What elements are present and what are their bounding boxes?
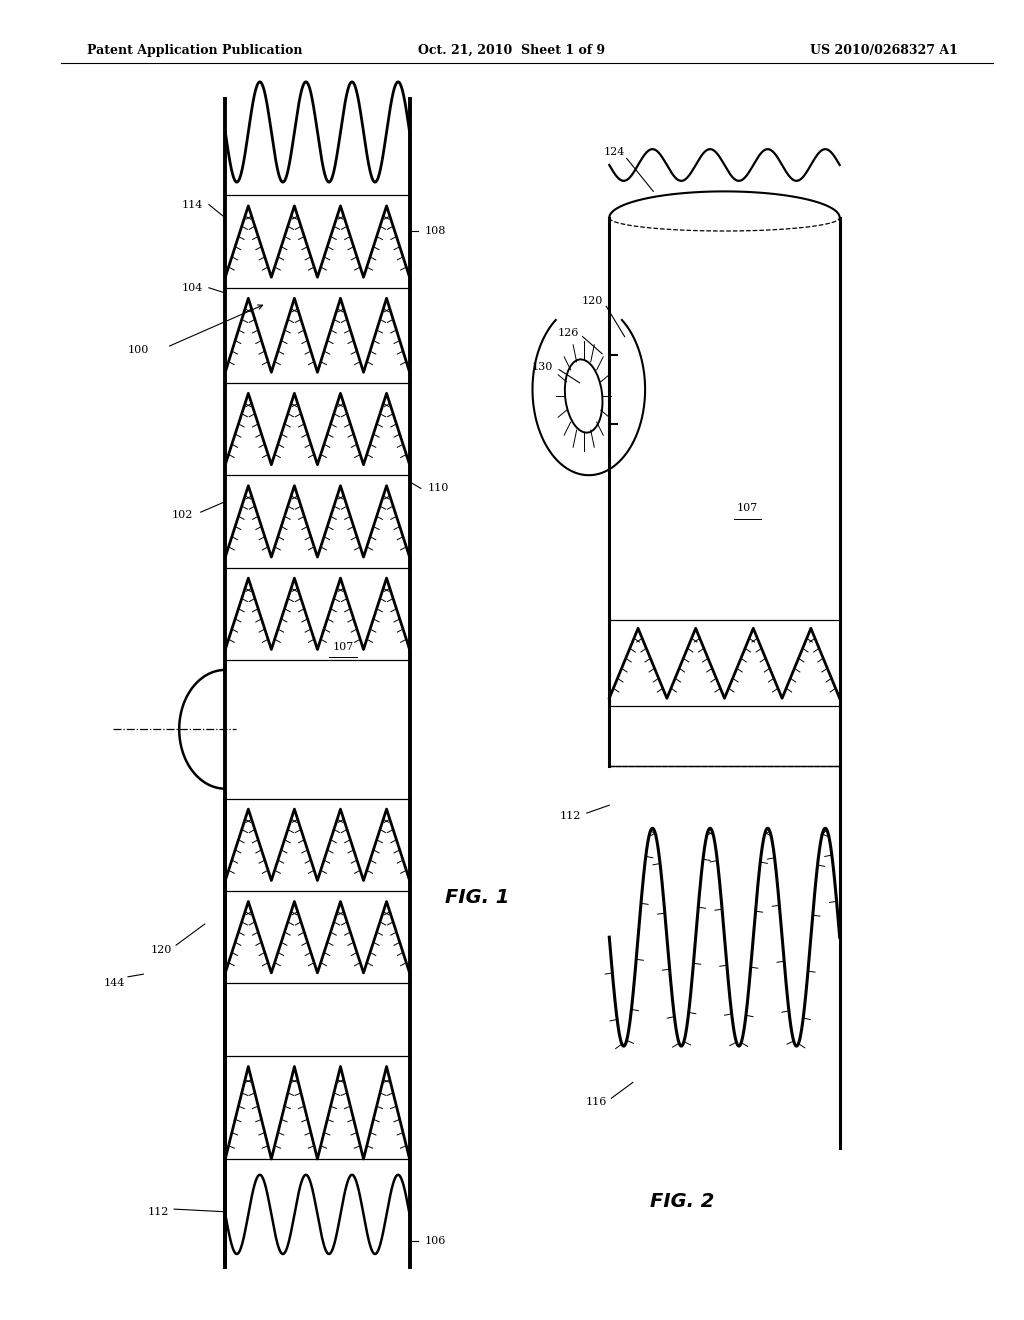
Text: US 2010/0268327 A1: US 2010/0268327 A1 <box>810 44 957 57</box>
Text: 106: 106 <box>425 1236 445 1246</box>
Text: 107: 107 <box>333 642 353 652</box>
Text: Oct. 21, 2010  Sheet 1 of 9: Oct. 21, 2010 Sheet 1 of 9 <box>419 44 605 57</box>
Text: FIG. 2: FIG. 2 <box>650 1192 715 1210</box>
Text: 100: 100 <box>128 345 148 355</box>
Text: 126: 126 <box>558 327 579 338</box>
Text: 114: 114 <box>182 199 203 210</box>
Text: 124: 124 <box>604 147 625 157</box>
Text: 116: 116 <box>586 1097 606 1107</box>
Text: 112: 112 <box>560 810 581 821</box>
Text: 120: 120 <box>152 945 172 956</box>
Text: 107: 107 <box>737 503 758 513</box>
Text: 112: 112 <box>148 1206 169 1217</box>
Text: FIG. 1: FIG. 1 <box>445 888 510 907</box>
Text: 144: 144 <box>104 978 125 989</box>
Text: 110: 110 <box>428 483 449 494</box>
Text: 104: 104 <box>182 282 203 293</box>
Text: 102: 102 <box>172 510 193 520</box>
Text: 130: 130 <box>532 362 553 372</box>
Text: 120: 120 <box>582 296 602 306</box>
Text: 108: 108 <box>425 226 445 236</box>
Text: Patent Application Publication: Patent Application Publication <box>87 44 302 57</box>
